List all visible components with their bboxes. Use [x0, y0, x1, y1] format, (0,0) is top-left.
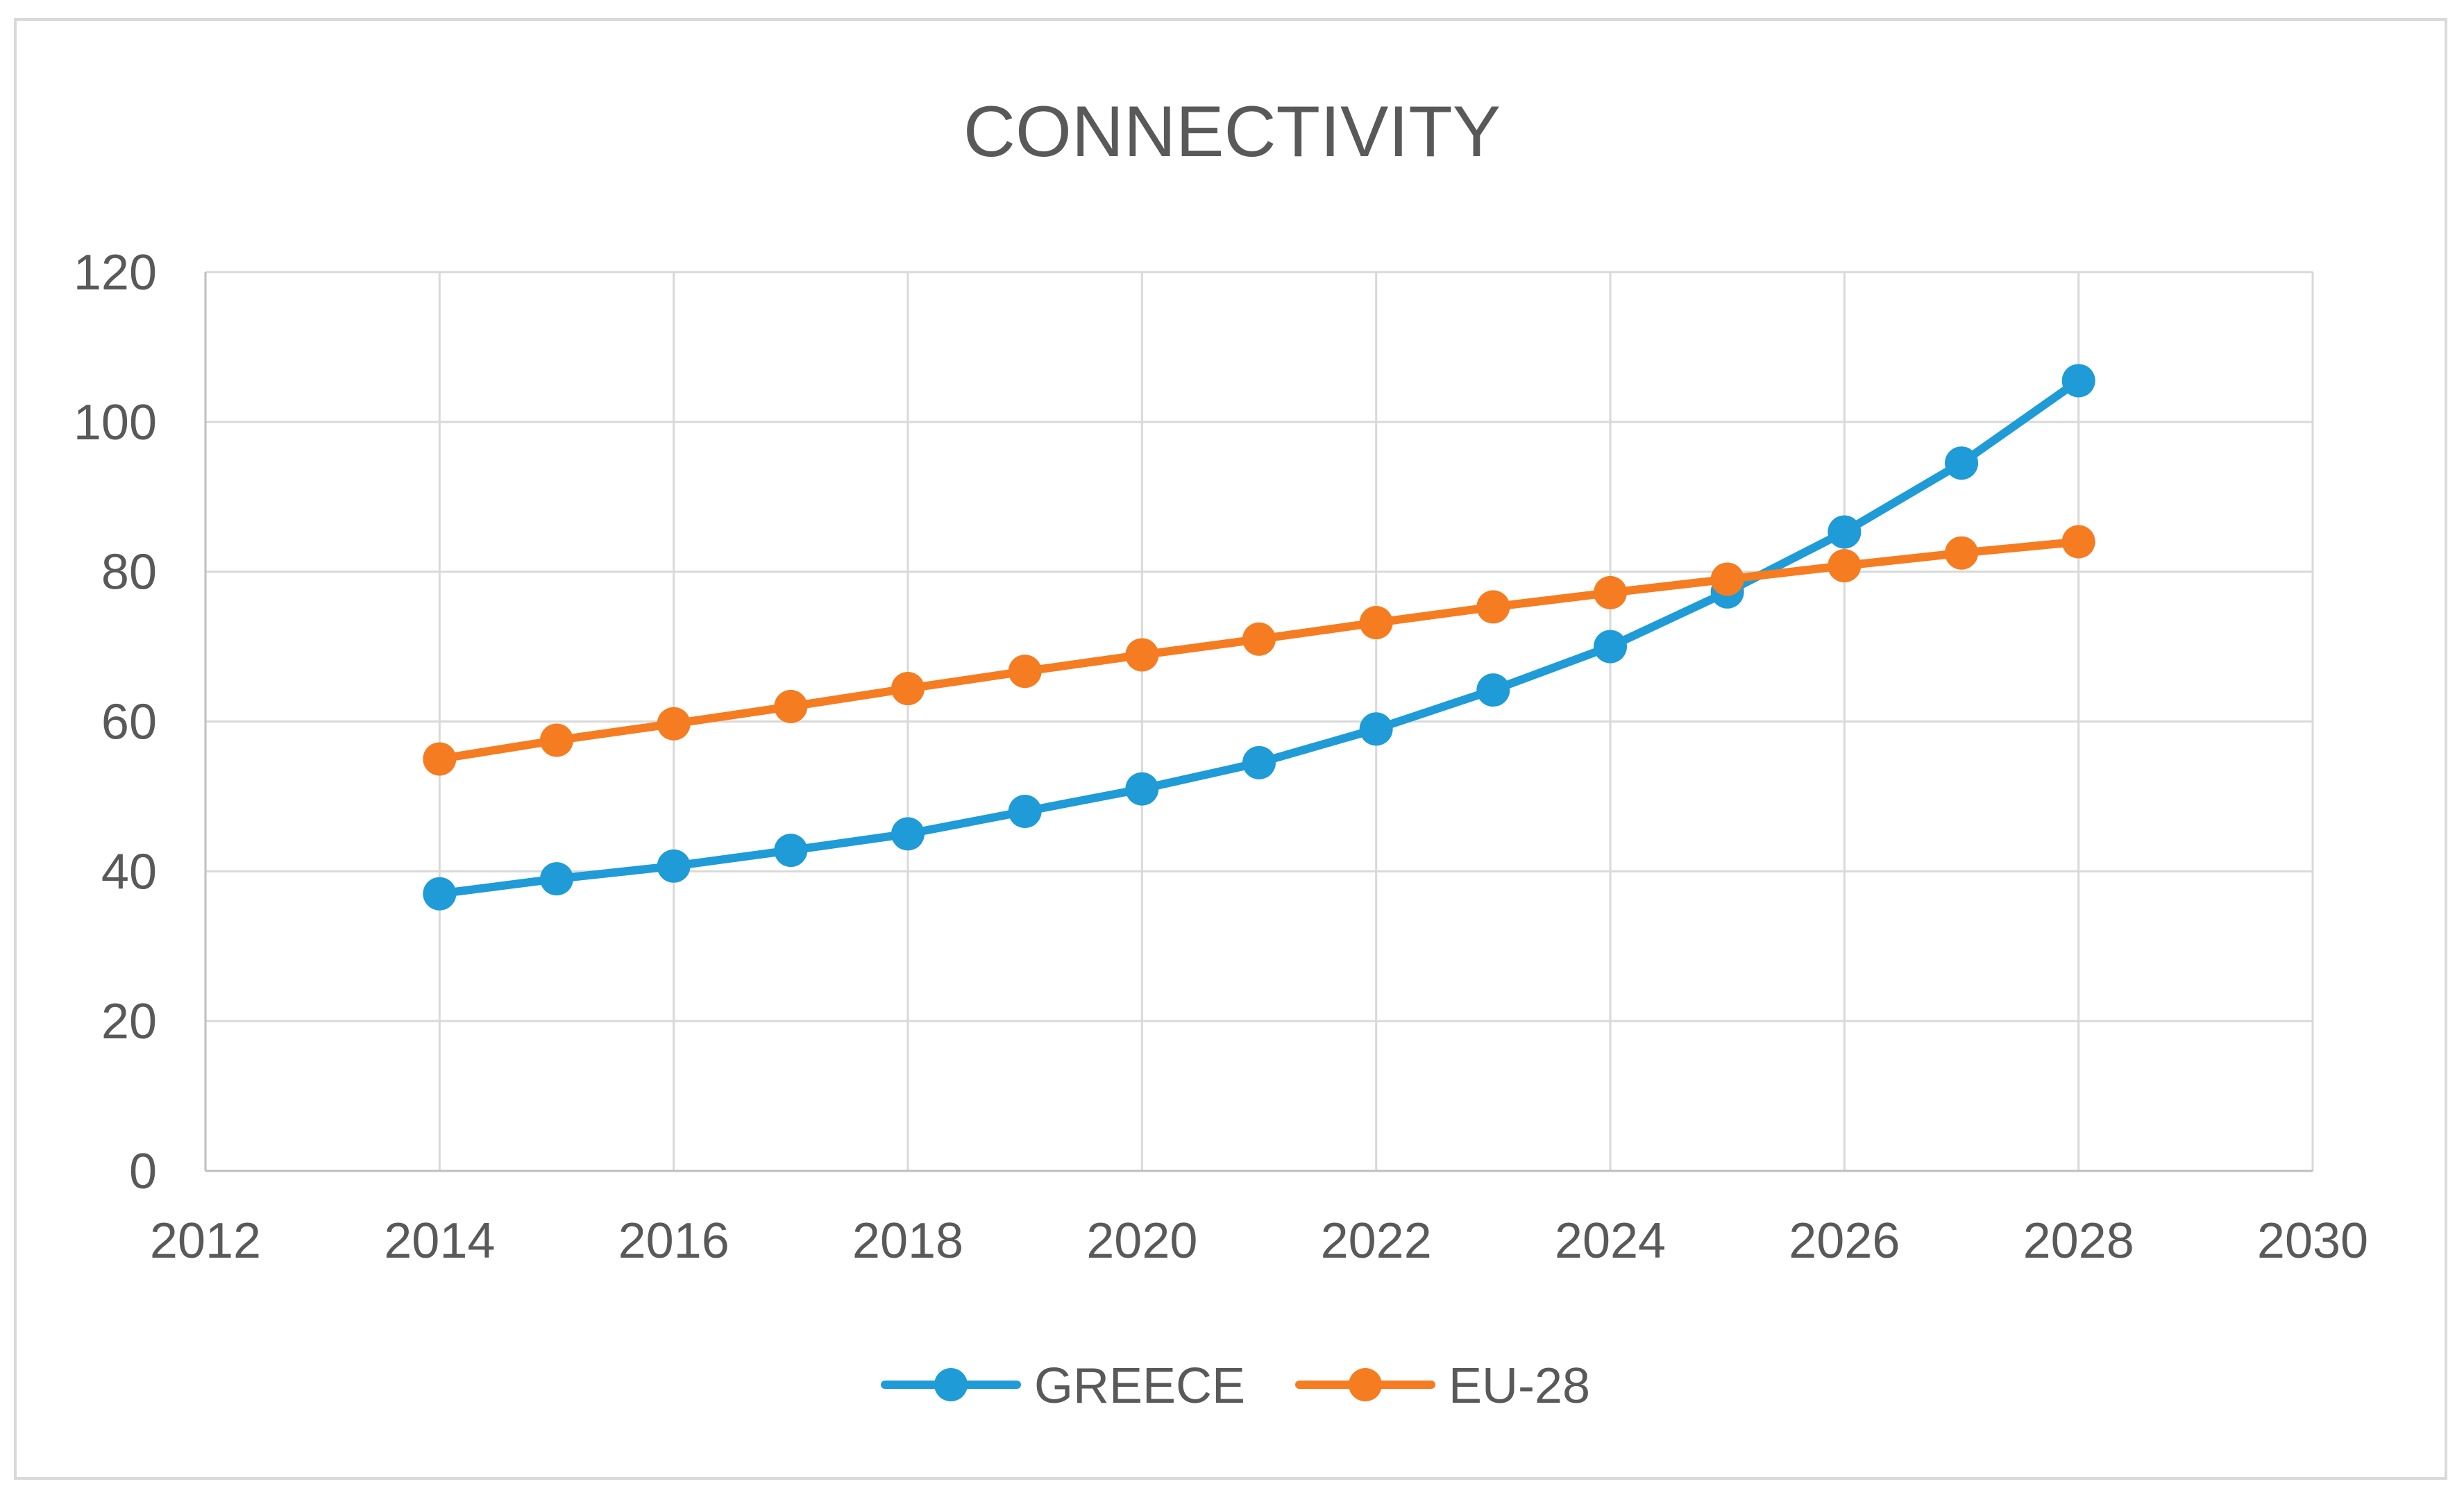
data-point — [1359, 712, 1393, 746]
data-point — [1242, 745, 1276, 779]
legend-marker — [1349, 1368, 1382, 1401]
x-tick-label: 2012 — [150, 1213, 261, 1269]
y-tick-label: 120 — [74, 245, 157, 301]
data-point — [2061, 525, 2095, 559]
data-point — [1359, 606, 1393, 640]
x-tick-label: 2026 — [1789, 1213, 1900, 1269]
data-point — [540, 862, 573, 896]
x-tick-label: 2024 — [1555, 1213, 1666, 1269]
legend-label: EU-28 — [1449, 1358, 1590, 1414]
data-point — [1594, 630, 1627, 664]
data-point — [1008, 795, 1042, 828]
x-tick-label: 2022 — [1321, 1213, 1432, 1269]
legend-item: EU-28 — [1295, 1358, 1590, 1414]
data-point — [774, 689, 808, 723]
x-tick-label: 2020 — [1086, 1213, 1197, 1269]
data-point — [774, 834, 808, 868]
data-point — [1710, 562, 1744, 596]
series-eu-28 — [423, 525, 2095, 776]
data-point — [1242, 622, 1276, 656]
legend-item: GREECE — [881, 1358, 1245, 1414]
y-tick-label: 0 — [129, 1144, 157, 1199]
data-point — [423, 877, 457, 911]
legend-marker — [934, 1368, 968, 1401]
x-tick-label: 2030 — [2257, 1213, 2368, 1269]
x-tick-label: 2018 — [852, 1213, 963, 1269]
data-point — [1828, 515, 1862, 549]
y-tick-label: 40 — [101, 844, 157, 900]
data-point — [1476, 673, 1510, 707]
data-point — [657, 849, 691, 883]
data-point — [1008, 655, 1042, 689]
x-tick-label: 2016 — [618, 1213, 729, 1269]
series-greece — [423, 364, 2095, 911]
grid-layer — [204, 271, 2314, 1172]
series-layer — [423, 364, 2095, 911]
y-tick-label: 60 — [101, 695, 157, 750]
data-point — [1476, 590, 1510, 624]
data-point — [1945, 536, 1978, 570]
data-point — [1594, 575, 1627, 609]
y-tick-label: 20 — [101, 994, 157, 1049]
data-point — [1125, 638, 1159, 672]
data-point — [1125, 772, 1159, 806]
data-point — [2061, 364, 2095, 398]
chart-frame — [14, 18, 2447, 1480]
data-point — [1828, 549, 1862, 583]
legend: GREECE EU-28 — [881, 1358, 1590, 1414]
data-point — [423, 742, 457, 776]
y-tick-label: 80 — [101, 545, 157, 600]
y-tick-label: 100 — [74, 395, 157, 450]
chart-title: CONNECTIVITY — [963, 92, 1501, 172]
legend-label: GREECE — [1034, 1358, 1245, 1414]
data-point — [891, 817, 925, 851]
data-point — [891, 672, 925, 706]
data-point — [657, 707, 691, 741]
data-point — [540, 723, 573, 757]
axis-layer: 0 20 40 60 80 100 120 2012 2014 2016 2018 2020 2022 2… — [74, 245, 2368, 1269]
data-point — [1945, 446, 1978, 480]
x-tick-label: 2014 — [384, 1213, 495, 1269]
x-tick-label: 2028 — [2023, 1213, 2134, 1269]
